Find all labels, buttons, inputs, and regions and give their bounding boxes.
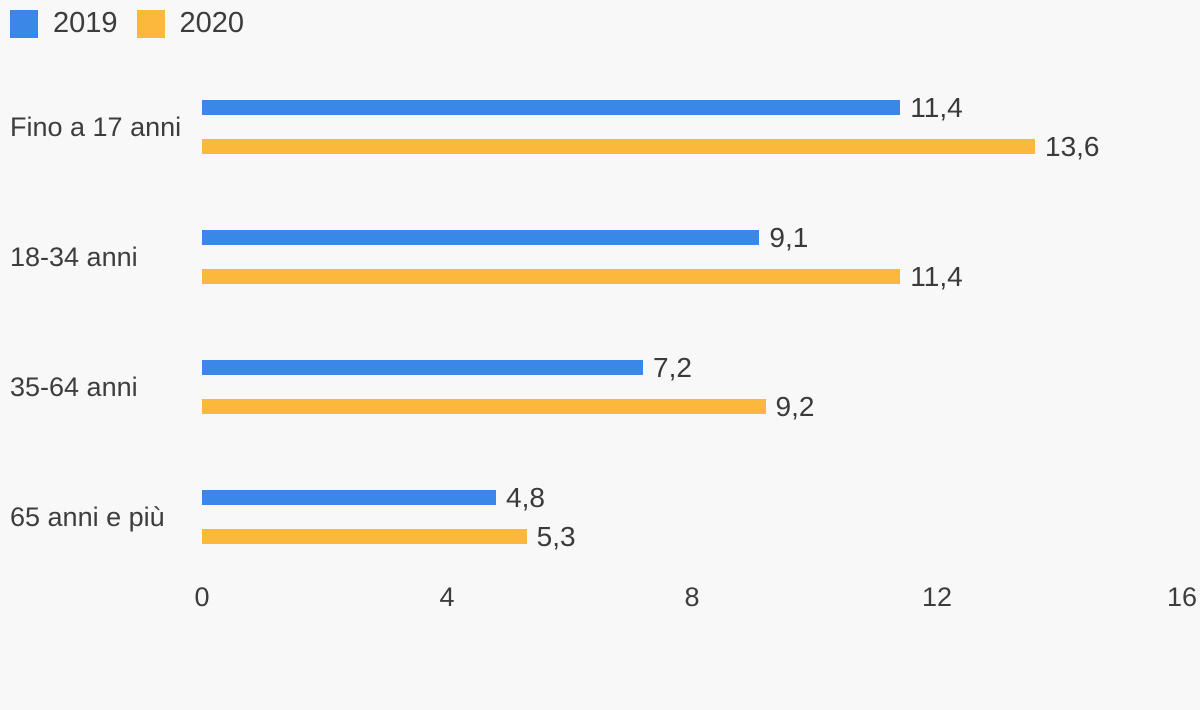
bar-2019 (202, 360, 643, 375)
x-tick-label: 8 (684, 582, 700, 612)
value-label-2020: 5,3 (536, 520, 576, 552)
category-group: 65 anni e più 4,8 5,3 (0, 483, 1200, 550)
legend-label: 2020 (179, 7, 245, 39)
category-label: 65 anni e più (10, 501, 165, 532)
bar-2020 (202, 399, 766, 414)
legend-label: 2019 (53, 7, 118, 39)
legend-item-2019: 2019 (10, 9, 118, 38)
category-group: Fino a 17 anni 11,4 13,6 (0, 93, 1200, 160)
value-label-2020: 9,2 (775, 390, 815, 422)
category-label: 35-64 anni (10, 371, 138, 402)
x-tick-label: 4 (439, 582, 455, 612)
category-group: 18-34 anni 9,1 11,4 (0, 223, 1200, 290)
category-group: 35-64 anni 7,2 9,2 (0, 353, 1200, 420)
value-label-2019: 7,2 (653, 351, 692, 383)
legend-swatch-2019 (10, 9, 38, 38)
category-label: 18-34 anni (10, 241, 138, 272)
legend-item-2020: 2020 (136, 7, 245, 39)
legend-swatch-2020 (136, 9, 165, 38)
bar-2019 (202, 490, 496, 505)
bar-2019 (202, 100, 901, 115)
x-tick-label: 0 (194, 582, 210, 612)
category-label: Fino a 17 anni (10, 111, 182, 142)
bar-2019 (202, 230, 760, 245)
legend: 2019 2020 (10, 9, 244, 38)
value-label-2019: 4,8 (506, 481, 545, 513)
bar-2020 (202, 269, 901, 284)
bar-2020 (202, 529, 527, 544)
x-tick-label: 12 (921, 582, 953, 612)
value-label-2019: 9,1 (769, 221, 809, 253)
bar-2020 (202, 139, 1035, 154)
value-label-2019: 11,4 (910, 91, 963, 123)
x-tick-label: 16 (1166, 582, 1198, 612)
value-label-2020: 13,6 (1045, 130, 1100, 162)
value-label-2020: 11,4 (910, 260, 963, 292)
